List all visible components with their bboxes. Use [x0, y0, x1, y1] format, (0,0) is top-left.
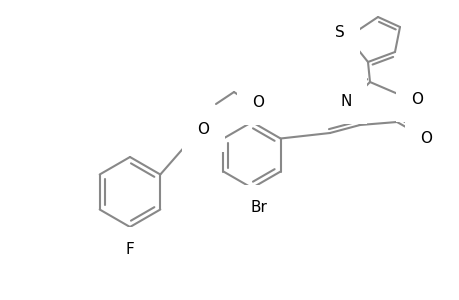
- Text: F: F: [125, 242, 134, 257]
- Text: S: S: [335, 25, 344, 40]
- Text: O: O: [252, 94, 263, 110]
- Text: O: O: [410, 92, 422, 106]
- Text: N: N: [340, 94, 351, 109]
- Text: Br: Br: [250, 200, 267, 215]
- Text: O: O: [197, 122, 209, 137]
- Text: O: O: [419, 130, 431, 146]
